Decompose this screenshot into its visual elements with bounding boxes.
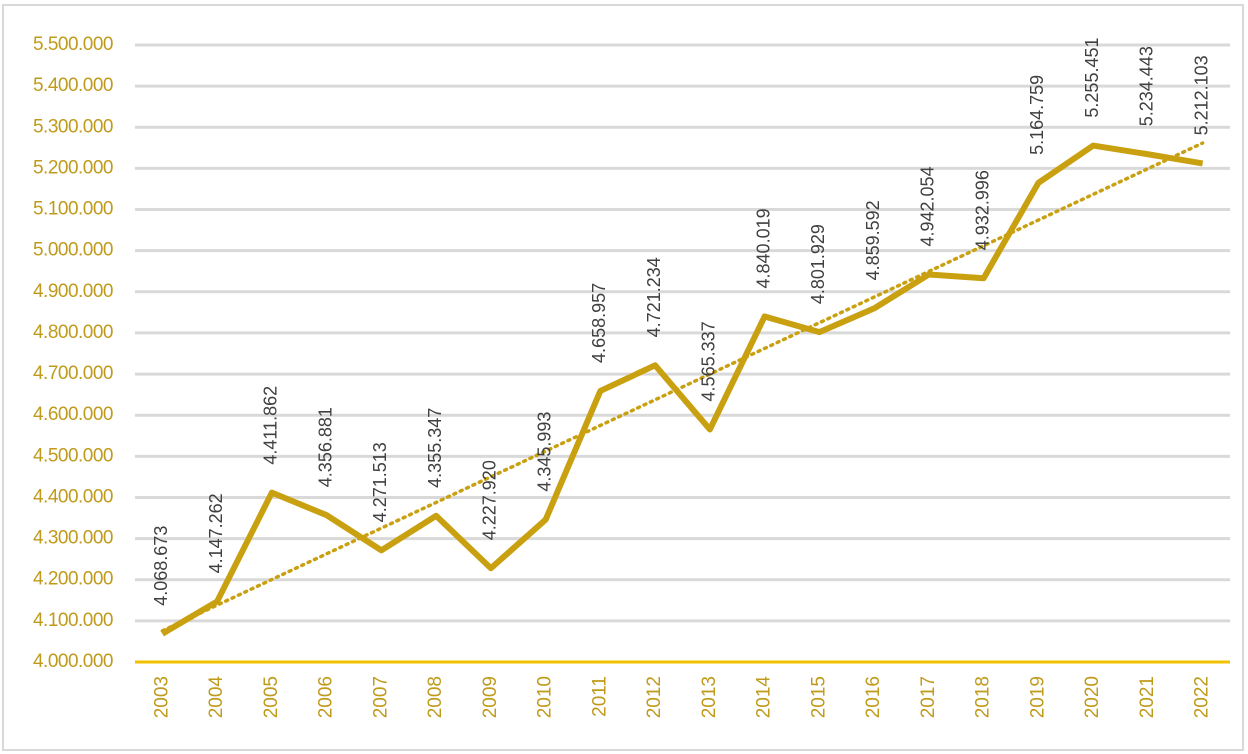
x-tick-label: 2012	[644, 676, 665, 718]
x-tick-label: 2019	[1027, 676, 1048, 718]
data-label: 4.942.054	[918, 166, 938, 246]
y-tick-label: 4.700.000	[33, 363, 113, 384]
y-tick-label: 4.000.000	[33, 651, 113, 672]
y-tick-label: 4.200.000	[33, 569, 113, 590]
data-label: 4.859.592	[863, 200, 883, 280]
data-label: 4.355.347	[425, 408, 445, 488]
y-tick-label: 5.500.000	[33, 34, 113, 55]
x-tick-label: 2005	[261, 676, 282, 718]
data-label: 4.068.673	[151, 526, 171, 606]
data-label: 5.255.451	[1082, 38, 1102, 118]
x-tick-label: 2007	[370, 676, 391, 718]
x-tick-label: 2018	[973, 676, 994, 718]
data-label: 4.658.957	[589, 283, 609, 363]
data-label: 4.345.993	[534, 412, 554, 492]
y-tick-label: 4.600.000	[33, 404, 113, 425]
data-label: 4.271.513	[370, 442, 390, 522]
y-tick-label: 4.100.000	[33, 610, 113, 631]
x-tick-label: 2006	[316, 676, 337, 718]
data-label: 4.147.262	[206, 493, 226, 573]
data-label: 4.356.881	[315, 407, 335, 487]
x-tick-label: 2013	[699, 676, 720, 718]
x-tick-label: 2003	[151, 676, 172, 718]
y-tick-label: 5.100.000	[33, 199, 113, 220]
x-tick-label: 2016	[863, 676, 884, 718]
y-tick-label: 5.200.000	[33, 157, 113, 178]
x-tick-label: 2011	[589, 676, 610, 717]
x-tick-label: 2021	[1137, 676, 1158, 718]
data-label: 5.212.103	[1191, 55, 1211, 135]
y-tick-label: 4.300.000	[33, 528, 113, 549]
data-label: 4.932.996	[972, 170, 992, 250]
y-tick-label: 4.800.000	[33, 322, 113, 343]
y-tick-label: 5.400.000	[33, 75, 113, 96]
x-tick-label: 2009	[480, 676, 501, 718]
data-label: 4.840.019	[753, 208, 773, 288]
x-tick-label: 2014	[754, 676, 775, 719]
y-tick-label: 5.300.000	[33, 116, 113, 137]
y-tick-label: 5.000.000	[33, 240, 113, 261]
data-line	[160, 142, 1204, 637]
y-tick-label: 4.400.000	[33, 486, 113, 507]
data-label: 4.227.920	[480, 460, 500, 540]
x-tick-label: 2020	[1082, 676, 1103, 718]
data-label: 4.721.234	[644, 257, 664, 337]
x-tick-label: 2010	[535, 676, 556, 718]
x-tick-label: 2004	[206, 676, 227, 719]
data-label: 4.801.929	[808, 224, 828, 304]
data-label: 5.234.443	[1137, 46, 1157, 126]
data-label: 5.164.759	[1027, 75, 1047, 155]
y-tick-label: 4.900.000	[33, 281, 113, 302]
x-tick-label: 2008	[425, 676, 446, 718]
x-tick-label: 2017	[918, 676, 939, 718]
data-label: 4.411.862	[261, 386, 281, 465]
data-label: 4.565.337	[699, 321, 719, 401]
trendline	[160, 141, 1205, 633]
x-tick-label: 2015	[808, 676, 829, 718]
y-tick-label: 4.500.000	[33, 445, 113, 466]
x-tick-label: 2022	[1192, 676, 1213, 718]
